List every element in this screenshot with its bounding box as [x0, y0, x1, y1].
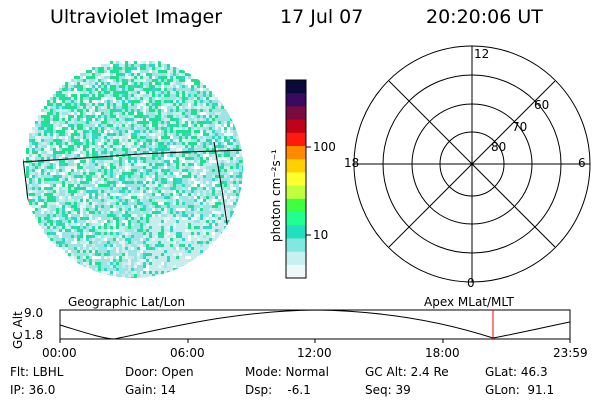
colorbar-band	[286, 238, 306, 253]
colorbar	[285, 79, 311, 279]
colorbar-band	[286, 251, 306, 266]
colorbar-label-10: 10	[313, 228, 329, 242]
geographic-latitude-line	[23, 149, 243, 163]
colorbar-band	[286, 264, 306, 279]
colorbar-unit-label: photon cm⁻²s⁻¹	[269, 149, 283, 242]
timeline-xtick-1800: 18:00	[425, 346, 460, 360]
timeline-right-label: Apex MLat/MLT	[424, 295, 514, 309]
colorbar-label-100: 100	[313, 140, 336, 154]
colorbar-bands	[286, 80, 306, 279]
polar-label-70: 70	[512, 120, 528, 134]
timeline-xtick-2359: 23:59	[553, 346, 588, 360]
timeline-xtick-0000: 00:00	[42, 346, 77, 360]
colorbar-band	[286, 225, 306, 239]
time-label: 20:20:06 UT	[426, 6, 543, 28]
colorbar-frame	[285, 79, 307, 279]
colorbar-band	[286, 93, 306, 107]
polar-label-60: 60	[534, 98, 550, 112]
colorbar-band	[286, 172, 306, 187]
info-glon: GLon: 91.1	[485, 383, 555, 397]
polar-diagonal-2	[388, 80, 556, 248]
info-glat: GLat: 46.3	[485, 365, 548, 379]
polar-label-12: 12	[474, 47, 490, 61]
colorbar-band	[286, 119, 306, 134]
altitude-curve	[59, 309, 571, 340]
colorbar-band	[286, 159, 306, 173]
info-seq: Seq: 39	[365, 383, 411, 397]
polar-label-18: 18	[344, 156, 360, 170]
colorbar-band	[286, 212, 306, 226]
colorbar-band	[286, 198, 306, 213]
colorbar-band	[286, 185, 306, 200]
polar-label-6: 6	[578, 156, 586, 170]
colorbar-band	[286, 106, 306, 121]
colorbar-band	[286, 80, 306, 94]
colorbar-band	[286, 146, 306, 160]
timeline-plot	[59, 309, 571, 343]
polar-label-0: 0	[467, 276, 475, 290]
timeline-axis-label: GC Alt	[11, 311, 25, 349]
timeline-ytick-bottom: 1.8	[24, 328, 44, 342]
info-filter: Flt: LBHL	[10, 365, 64, 379]
timeline-ytick-top: 9.0	[24, 306, 44, 320]
polar-label-80: 80	[491, 140, 507, 154]
colorbar-band	[286, 132, 306, 147]
timeline-xtick-0600: 06:00	[170, 346, 205, 360]
timeline-xtick-1200: 12:00	[297, 346, 332, 360]
uv-image-pixels	[26, 61, 243, 278]
info-dsp: Dsp: -6.1	[245, 383, 311, 397]
info-mode: Mode: Normal	[245, 365, 329, 379]
info-door: Door: Open	[125, 365, 194, 379]
info-gc-alt: GC Alt: 2.4 Re	[365, 365, 449, 379]
date-label: 17 Jul 07	[280, 6, 364, 28]
info-ip: IP: 36.0	[10, 383, 56, 397]
info-gain: Gain: 14	[125, 383, 176, 397]
polar-plot	[353, 45, 591, 283]
app-title: Ultraviolet Imager	[50, 6, 223, 28]
timeline-left-label: Geographic Lat/Lon	[68, 295, 186, 309]
